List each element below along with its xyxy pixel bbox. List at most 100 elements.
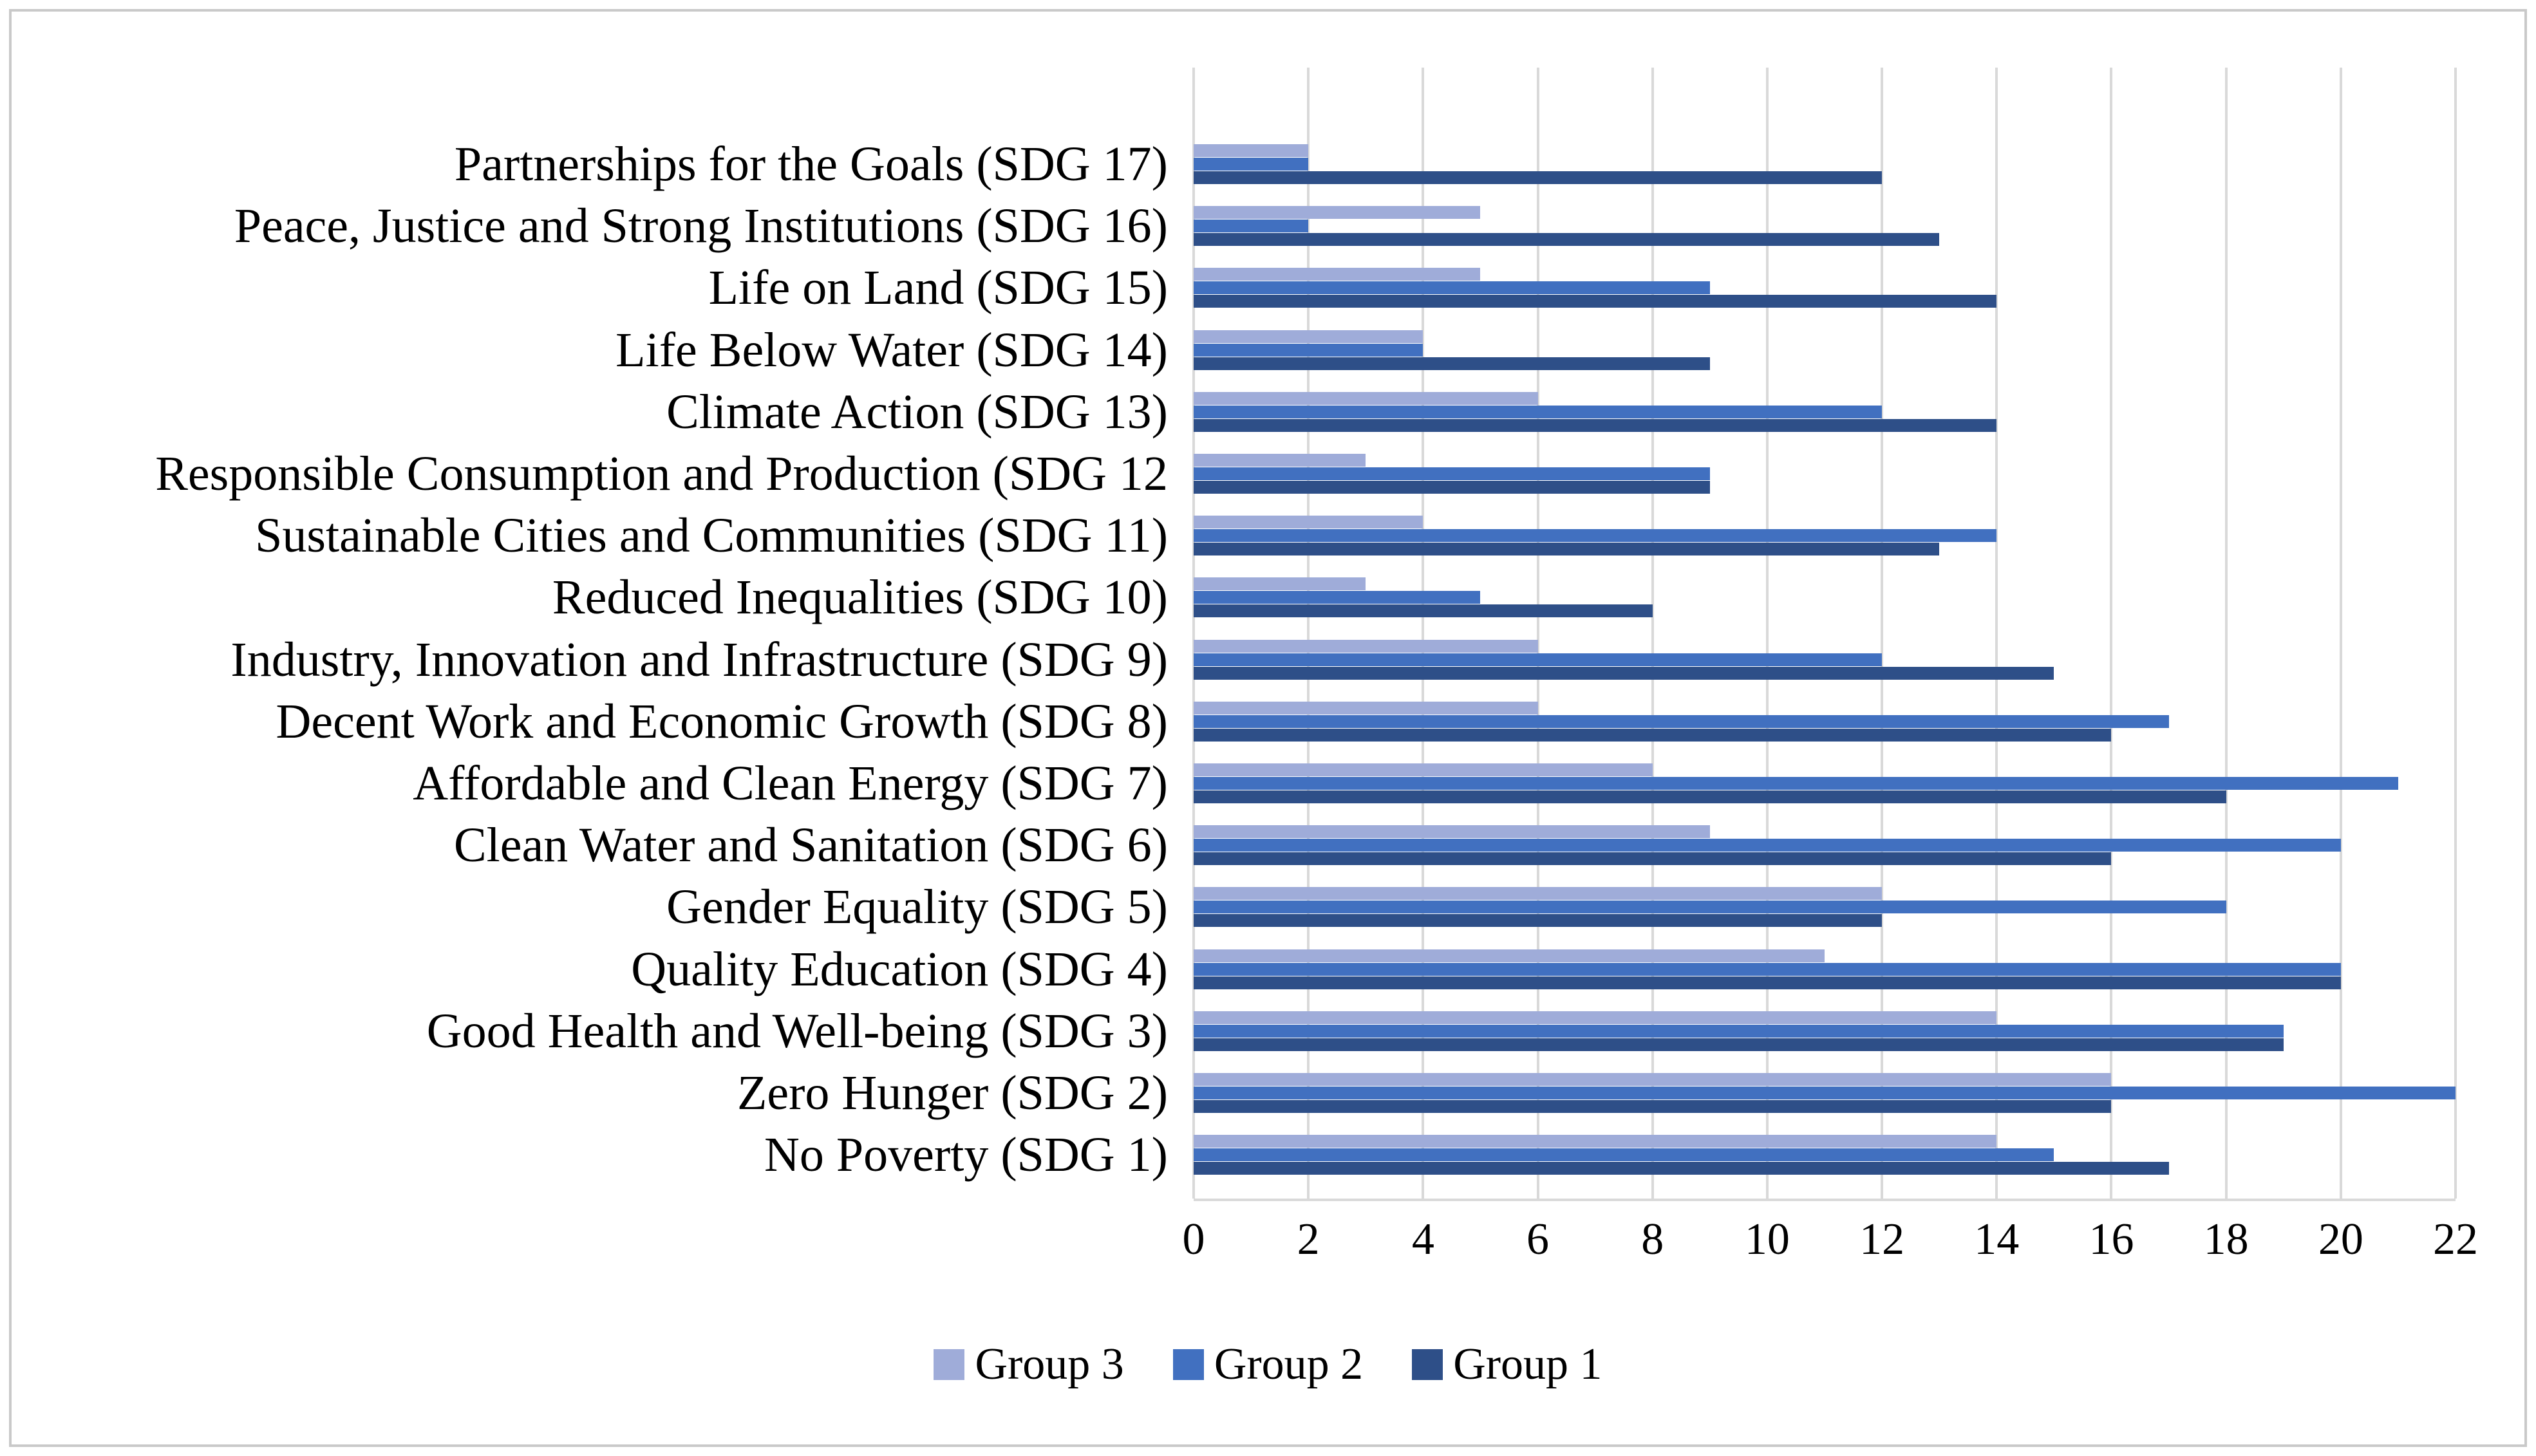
legend-label: Group 3 xyxy=(975,1339,1124,1389)
bar-group-1 xyxy=(1194,295,1997,308)
bar-group-1 xyxy=(1194,914,1883,928)
chart-frame-border xyxy=(9,9,2527,1447)
bar-group-2 xyxy=(1194,1148,2054,1162)
category-label: Life Below Water (SDG 14) xyxy=(615,322,1168,377)
bar-group-3 xyxy=(1194,701,1538,714)
bar-group-2 xyxy=(1194,962,2341,976)
legend: Group 3 Group 2 Group 1 xyxy=(0,1334,2536,1395)
category-label: Sustainable Cities and Communities (SDG … xyxy=(255,509,1168,563)
bar-group-2 xyxy=(1194,1024,2284,1038)
category-label: Clean Water and Sanitation (SDG 6) xyxy=(453,818,1168,873)
gridline xyxy=(1192,68,1195,1199)
bar-group-3 xyxy=(1194,1011,1997,1024)
gridline xyxy=(1881,68,1884,1199)
bar-group-1 xyxy=(1194,1038,2284,1051)
x-tick-label: 22 xyxy=(2433,1215,2478,1264)
category-label: Industry, Innovation and Infrastructure … xyxy=(230,632,1168,687)
gridline xyxy=(1651,68,1654,1199)
category-label: Gender Equality (SDG 5) xyxy=(666,880,1168,935)
bar-group-2 xyxy=(1194,901,2226,914)
gridline xyxy=(1422,68,1425,1199)
bar-group-3 xyxy=(1194,206,1481,219)
legend-item: Group 3 xyxy=(934,1339,1124,1390)
bar-group-1 xyxy=(1194,357,1710,370)
legend-item: Group 1 xyxy=(1412,1339,1602,1390)
legend-swatch-icon xyxy=(934,1349,965,1380)
bar-group-1 xyxy=(1194,233,1940,247)
bar-group-3 xyxy=(1194,391,1538,405)
bar-group-2 xyxy=(1194,1087,2456,1099)
bar-group-2 xyxy=(1194,777,2398,790)
bar-group-3 xyxy=(1194,1135,1997,1148)
category-label: Quality Education (SDG 4) xyxy=(631,942,1168,996)
legend-label: Group 1 xyxy=(1453,1339,1602,1389)
gridline xyxy=(1995,68,1998,1199)
bar-group-2 xyxy=(1194,219,1309,233)
bar-group-1 xyxy=(1194,1162,2169,1175)
x-tick-label: 12 xyxy=(1859,1215,1905,1264)
category-label: Responsible Consumption and Production (… xyxy=(155,447,1168,501)
x-tick-label: 16 xyxy=(2089,1215,2134,1264)
category-label: Life on Land (SDG 15) xyxy=(708,261,1168,315)
category-label: Reduced Inequalities (SDG 10) xyxy=(552,570,1168,625)
category-label: Good Health and Well-being (SDG 3) xyxy=(426,1003,1168,1058)
category-label: Peace, Justice and Strong Institutions (… xyxy=(234,199,1168,254)
category-label: Partnerships for the Goals (SDG 17) xyxy=(454,137,1168,191)
bar-group-2 xyxy=(1194,591,1481,604)
x-tick-label: 20 xyxy=(2318,1215,2363,1264)
bar-group-3 xyxy=(1194,763,1653,776)
bar-group-2 xyxy=(1194,653,1883,666)
bar-group-3 xyxy=(1194,144,1309,157)
legend-swatch-icon xyxy=(1412,1349,1443,1380)
bar-group-1 xyxy=(1194,418,1997,432)
gridline xyxy=(2224,68,2228,1199)
x-tick-label: 2 xyxy=(1297,1215,1320,1264)
gridline xyxy=(2110,68,2113,1199)
x-tick-label: 18 xyxy=(2203,1215,2249,1264)
bar-group-1 xyxy=(1194,728,2112,742)
legend-swatch-icon xyxy=(1172,1349,1204,1380)
bar-group-3 xyxy=(1194,949,1825,962)
gridline xyxy=(1765,68,1769,1199)
x-tick-label: 8 xyxy=(1641,1215,1664,1264)
bar-group-1 xyxy=(1194,481,1710,494)
x-tick-label: 4 xyxy=(1411,1215,1434,1264)
bar-group-1 xyxy=(1194,790,2226,803)
bar-group-3 xyxy=(1194,639,1538,653)
bar-group-2 xyxy=(1194,405,1883,418)
bar-group-2 xyxy=(1194,158,1309,171)
bar-group-1 xyxy=(1194,852,2112,866)
bar-group-3 xyxy=(1194,1073,2112,1086)
category-label: Climate Action (SDG 13) xyxy=(666,384,1168,439)
bar-group-2 xyxy=(1194,467,1710,480)
bar-group-3 xyxy=(1194,577,1366,591)
bar-group-3 xyxy=(1194,516,1423,529)
gridline xyxy=(2454,68,2457,1199)
bar-group-1 xyxy=(1194,666,2054,680)
gridline xyxy=(1307,68,1310,1199)
bar-group-2 xyxy=(1194,281,1710,295)
plot-area xyxy=(1192,68,2457,1201)
x-tick-label: 14 xyxy=(1974,1215,2020,1264)
bar-group-3 xyxy=(1194,330,1423,343)
bar-group-2 xyxy=(1194,343,1423,357)
bar-group-1 xyxy=(1194,976,2341,989)
category-label: No Poverty (SDG 1) xyxy=(764,1128,1168,1182)
bar-group-3 xyxy=(1194,825,1710,839)
bar-group-3 xyxy=(1194,268,1481,281)
bar-group-1 xyxy=(1194,171,1883,184)
bar-group-2 xyxy=(1194,839,2341,852)
category-label: Affordable and Clean Energy (SDG 7) xyxy=(413,756,1168,810)
legend-item: Group 2 xyxy=(1172,1339,1364,1390)
bar-group-1 xyxy=(1194,543,1940,556)
category-label: Decent Work and Economic Growth (SDG 8) xyxy=(276,694,1168,749)
gridline xyxy=(2339,68,2342,1199)
legend-label: Group 2 xyxy=(1214,1339,1364,1389)
bar-group-3 xyxy=(1194,454,1366,467)
bar-group-3 xyxy=(1194,887,1883,901)
bar-group-1 xyxy=(1194,604,1653,618)
category-label: Zero Hunger (SDG 2) xyxy=(737,1066,1168,1120)
x-tick-label: 0 xyxy=(1182,1215,1205,1264)
bar-group-2 xyxy=(1194,714,2169,728)
